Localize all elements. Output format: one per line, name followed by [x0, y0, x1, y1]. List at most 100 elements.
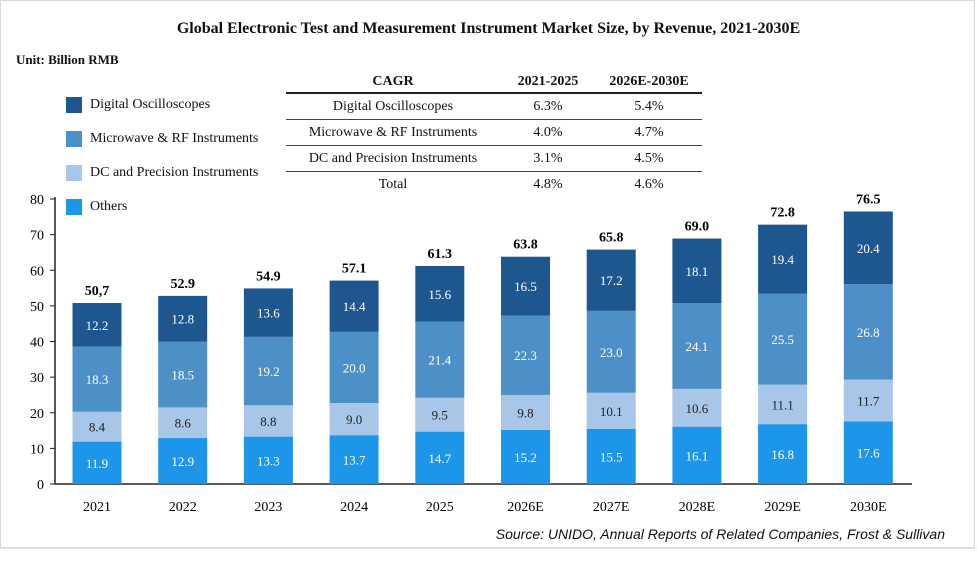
bar-total-label: 52.9: [170, 277, 195, 292]
cagr-cell: 5.4%: [596, 93, 702, 120]
bar-value-label: 10.6: [686, 401, 709, 416]
bar-value-label: 15.2: [514, 450, 537, 465]
cagr-header: 2026E-2030E: [596, 72, 702, 94]
bar-value-label: 19.4: [771, 252, 794, 267]
bar-segment: [415, 265, 465, 322]
bar-total-label: 63.8: [513, 238, 538, 253]
x-tick-label: 2022: [169, 500, 197, 515]
bar-segment: [72, 441, 122, 484]
legend-swatch: [66, 97, 82, 113]
cagr-cell: 4.8%: [533, 176, 563, 192]
bar-value-label: 22.3: [514, 348, 537, 363]
cagr-cell: 3.1%: [500, 145, 596, 172]
x-tick-label: 2030E: [850, 500, 887, 515]
bar-segment: [415, 431, 465, 484]
bar-value-label: 8.4: [89, 420, 106, 435]
bar-segment: [843, 284, 893, 380]
bar-value-label: 12.2: [86, 318, 109, 333]
bar-segment: [158, 438, 208, 484]
stacked-bar-chart: 0 10 20 30 40 50 60 70 80 11.9 8.4 18.3 12.2 50,7 2021…: [30, 192, 912, 515]
bar-total-label: 61.3: [428, 247, 453, 262]
x-tick-label: 2027E: [593, 500, 630, 515]
bar-segment: [158, 295, 208, 342]
bar-total-label: 65.8: [599, 231, 624, 246]
bar-segment: [672, 388, 722, 427]
bar-segment: [329, 331, 379, 404]
bar-segment: [501, 315, 550, 395]
cagr-cell: Microwave & RF Instruments: [286, 119, 500, 146]
bar-segment: [843, 379, 893, 422]
bar-value-label: 16.8: [771, 447, 794, 462]
legend-label: Microwave & RF Instruments: [90, 131, 259, 146]
cagr-row: Total 4.8% 4.6%: [286, 172, 702, 198]
source-note: Source: UNIDO, Annual Reports of Related…: [495, 526, 945, 542]
x-tick-label: 2023: [254, 500, 282, 515]
bar-value-label: 16.1: [686, 448, 709, 463]
bar-value-label: 25.5: [771, 332, 794, 347]
cagr-header: 2021-2025: [500, 72, 596, 94]
bar-value-label: 21.4: [428, 353, 451, 368]
bar-segment: [72, 303, 122, 347]
bar-segment: [758, 424, 808, 484]
legend-swatch: [66, 131, 82, 147]
bar-segment: [758, 384, 808, 425]
cagr-row: Microwave & RF Instruments 4.0% 4.7%: [286, 119, 702, 146]
cagr-cell: Total: [378, 176, 408, 192]
bottom-divider: [0, 548, 977, 549]
bar-segment: [501, 429, 550, 484]
x-tick-label: 2025: [426, 500, 454, 515]
bar-segment: [843, 421, 893, 484]
y-tick-label: 40: [30, 336, 44, 351]
bar-segment: [72, 346, 122, 412]
y-tick-label: 80: [30, 193, 44, 208]
legend-item-dc-precision: DC and Precision Instruments: [66, 156, 258, 190]
bar-segment: [243, 436, 293, 484]
bar-value-label: 11.1: [771, 397, 793, 412]
bar-value-label: 8.8: [260, 414, 276, 429]
bar-segment: [72, 411, 122, 442]
bar-segment: [586, 249, 636, 311]
cagr-table: CAGR 2021-2025 2026E-2030E Digital Oscil…: [286, 72, 702, 197]
bar-value-label: 13.3: [257, 453, 280, 468]
bar-segment: [158, 341, 208, 408]
y-tick-label: 20: [30, 407, 44, 422]
bar-segment: [415, 397, 465, 432]
cagr-cell: 4.0%: [500, 119, 596, 146]
bar-segment: [329, 403, 379, 436]
bar-total-label: 57.1: [342, 262, 367, 277]
bar-segment: [243, 288, 293, 337]
bar-value-label: 12.9: [171, 454, 194, 469]
bar-value-label: 9.5: [432, 408, 448, 423]
bar-segment: [415, 321, 465, 398]
cagr-cell: 6.3%: [500, 93, 596, 120]
bar-value-label: 18.5: [171, 367, 194, 382]
y-tick-label: 50: [30, 300, 44, 315]
bar-value-label: 16.5: [514, 279, 537, 294]
bar-value-label: 18.1: [686, 264, 709, 279]
bar-value-label: 23.0: [600, 345, 623, 360]
cagr-cell: 4.6%: [634, 176, 664, 192]
bar-value-label: 8.6: [175, 416, 192, 431]
legend-item-others: Others: [66, 190, 258, 224]
bar-segment: [672, 303, 722, 389]
bar-value-label: 26.8: [857, 325, 880, 340]
y-tick-label: 10: [30, 442, 44, 457]
bar-segment: [158, 407, 208, 439]
bar-value-label: 9.8: [517, 405, 533, 420]
cagr-cell: 4.7%: [596, 119, 702, 146]
bar-total-label: 72.8: [770, 206, 795, 221]
bar-value-label: 15.5: [600, 449, 623, 464]
bar-value-label: 13.6: [257, 306, 280, 321]
y-tick-label: 30: [30, 371, 44, 386]
bar-value-label: 11.7: [857, 393, 880, 408]
x-tick-label: 2028E: [679, 500, 716, 515]
x-tick-label: 2026E: [507, 500, 544, 515]
bar-value-label: 14.7: [428, 451, 451, 466]
bar-total-label: 54.9: [256, 269, 281, 284]
legend-swatch: [66, 165, 82, 181]
bar-total-label: 69.0: [685, 220, 710, 235]
y-tick-label: 70: [30, 229, 44, 244]
bar-segment: [501, 256, 550, 316]
legend: Digital Oscilloscopes Microwave & RF Ins…: [66, 88, 258, 224]
cagr-row: Digital Oscilloscopes 6.3% 5.4%: [286, 93, 702, 120]
